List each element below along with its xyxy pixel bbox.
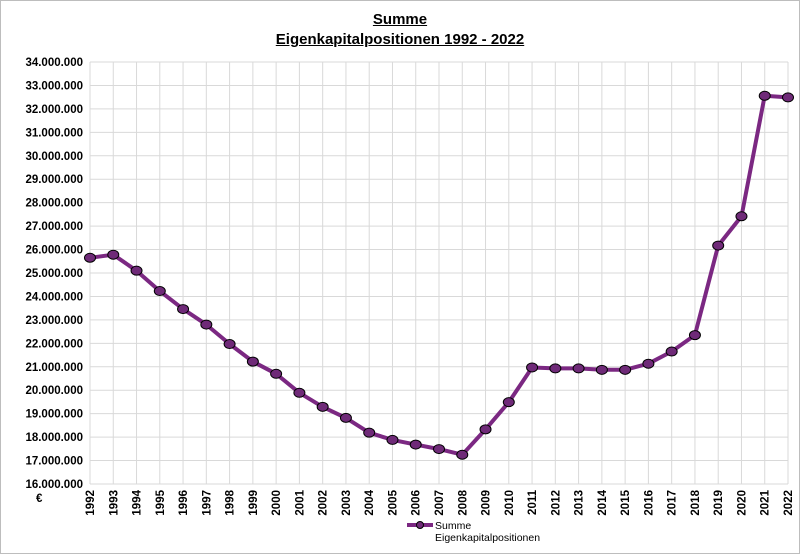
data-point — [456, 449, 469, 460]
data-point — [549, 363, 562, 374]
x-tick-label: 1994 — [132, 489, 144, 515]
x-tick-label: 2001 — [294, 489, 306, 515]
data-point — [572, 363, 585, 374]
data-point — [386, 434, 399, 445]
data-point — [200, 319, 213, 330]
y-tick-label: 32.000.000 — [25, 104, 83, 116]
data-point — [735, 211, 748, 222]
x-tick-label: 2016 — [643, 490, 655, 516]
data-point — [526, 362, 539, 373]
x-tick-label: 2007 — [434, 490, 446, 516]
data-point — [433, 444, 445, 455]
data-point — [619, 364, 632, 375]
x-tick-label: 1997 — [201, 490, 213, 516]
x-tick-label: 1993 — [108, 490, 120, 516]
y-tick-label: 25.000.000 — [25, 268, 83, 280]
y-tick-label: 18.000.000 — [25, 432, 83, 444]
data-point — [595, 364, 608, 375]
x-tick-label: 2006 — [411, 490, 423, 516]
x-tick-label: 1992 — [85, 490, 97, 516]
x-tick-label: 2010 — [504, 490, 516, 516]
x-tick-label: 1996 — [178, 490, 190, 516]
data-point — [293, 387, 306, 398]
legend-label-line2: Eigenkapitalpositionen — [435, 532, 540, 544]
data-point — [712, 240, 725, 251]
legend-label-line1: Summe — [435, 520, 471, 532]
data-point — [665, 346, 678, 357]
data-point — [130, 265, 143, 276]
data-point — [782, 92, 794, 103]
data-point — [177, 304, 190, 315]
data-point — [758, 90, 771, 101]
x-axis-ticks: 1992 1993 1994 1995 1996 1997 1998 1999 2000 2001… — [85, 489, 795, 515]
data-point — [502, 397, 515, 408]
data-point — [107, 249, 120, 260]
x-tick-label: 2004 — [364, 489, 376, 515]
y-axis-ticks: 16.000.000 17.000.000 18.000.000 19.000.000… — [25, 57, 83, 491]
x-tick-label: 1995 — [155, 489, 167, 515]
y-tick-label: 22.000.000 — [25, 338, 83, 350]
series — [84, 90, 794, 460]
x-tick-label: 1999 — [248, 490, 260, 516]
data-point — [642, 358, 655, 369]
x-tick-label: 2008 — [457, 489, 469, 515]
data-point — [153, 286, 166, 297]
x-tick-label: 2014 — [597, 489, 609, 515]
y-tick-label: 28.000.000 — [25, 198, 83, 210]
data-point — [339, 412, 352, 423]
y-tick-label: 27.000.000 — [25, 221, 83, 233]
x-tick-label: 2021 — [760, 489, 772, 515]
y-tick-label: 26.000.000 — [25, 245, 83, 257]
x-tick-label: 2015 — [620, 489, 632, 515]
x-tick-label: 2013 — [574, 490, 586, 516]
y-tick-label: 29.000.000 — [25, 174, 83, 186]
x-tick-label: 2005 — [387, 489, 399, 515]
x-tick-label: 2017 — [667, 490, 679, 516]
y-axis-unit-label: € — [36, 493, 43, 505]
y-tick-label: 20.000.000 — [25, 385, 83, 397]
x-tick-label: 2003 — [341, 490, 353, 516]
y-tick-label: 30.000.000 — [25, 151, 83, 163]
y-tick-label: 34.000.000 — [25, 57, 83, 69]
y-tick-label: 19.000.000 — [25, 409, 83, 421]
y-tick-label: 17.000.000 — [25, 456, 83, 468]
x-tick-label: 1998 — [225, 489, 237, 515]
legend-point-marker — [416, 521, 424, 529]
data-point — [270, 368, 283, 379]
data-point — [84, 252, 96, 263]
y-tick-label: 24.000.000 — [25, 291, 83, 303]
x-tick-label: 2002 — [318, 490, 330, 516]
x-tick-label: 2009 — [481, 490, 493, 516]
x-tick-label: 2011 — [527, 489, 539, 515]
y-tick-label: 16.000.000 — [25, 479, 83, 491]
y-tick-label: 21.000.000 — [25, 362, 83, 374]
data-point — [223, 339, 236, 350]
data-point — [246, 356, 259, 367]
y-tick-label: 33.000.000 — [25, 80, 83, 92]
data-point — [316, 401, 329, 412]
y-tick-label: 23.000.000 — [25, 315, 83, 327]
x-tick-label: 2020 — [736, 490, 748, 516]
grid — [89, 61, 789, 485]
x-tick-label: 2019 — [713, 490, 725, 516]
legend: Summe Eigenkapitalpositionen — [407, 520, 540, 544]
x-tick-label: 2012 — [550, 490, 562, 516]
x-tick-label: 2022 — [783, 490, 795, 516]
y-tick-label: 31.000.000 — [25, 127, 83, 139]
data-point — [409, 439, 422, 450]
x-tick-label: 2018 — [690, 489, 702, 515]
chart-subtitle: Eigenkapitalpositionen 1992 - 2022 — [275, 31, 525, 48]
chart-title: Summe — [372, 11, 428, 28]
data-point — [363, 427, 376, 438]
data-point — [688, 330, 701, 341]
x-tick-label: 2000 — [271, 490, 283, 516]
data-point — [479, 424, 492, 435]
